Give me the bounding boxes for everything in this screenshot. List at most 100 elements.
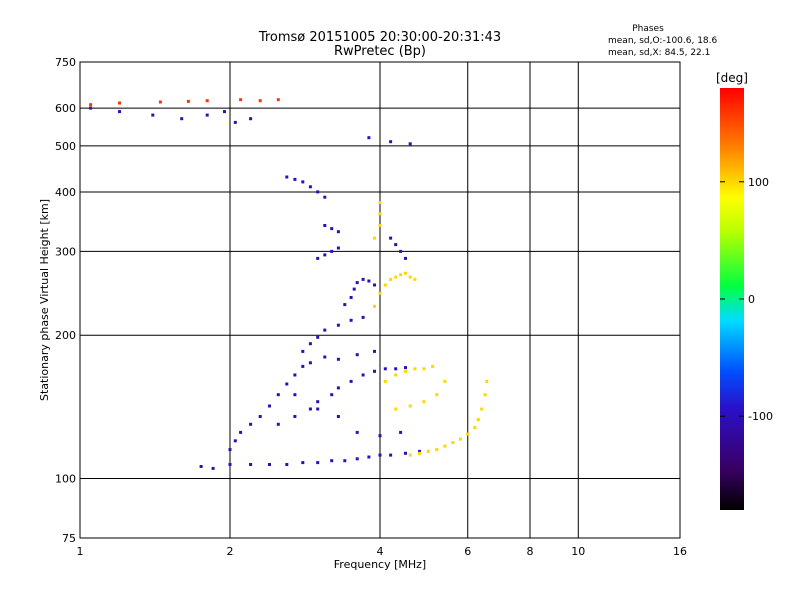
data-point — [373, 236, 376, 240]
data-point — [367, 136, 371, 140]
x-tick-label: 8 — [527, 545, 534, 558]
data-point — [268, 463, 271, 466]
data-point — [151, 113, 155, 117]
data-point — [367, 279, 371, 283]
x-tick-label: 4 — [377, 545, 384, 558]
data-point — [293, 177, 297, 181]
data-point — [394, 373, 398, 377]
chart-title-line2: RwPretec (Bp) — [334, 44, 426, 59]
data-point — [158, 100, 162, 104]
data-point — [389, 236, 393, 240]
y-tick-label: 75 — [62, 532, 76, 545]
data-point — [383, 283, 387, 287]
data-point — [422, 367, 426, 371]
data-point — [378, 201, 382, 205]
colorbar-label: [deg] — [716, 71, 748, 85]
data-point — [323, 355, 327, 359]
data-point — [228, 448, 232, 452]
data-point — [308, 185, 312, 189]
data-point — [378, 453, 382, 457]
data-point — [330, 459, 334, 463]
data-point — [330, 227, 334, 231]
data-point — [352, 287, 356, 291]
data-point — [323, 224, 327, 227]
data-point — [435, 448, 439, 452]
data-point — [361, 373, 365, 377]
data-point — [394, 367, 398, 371]
data-point — [323, 328, 327, 332]
data-point — [205, 99, 209, 103]
data-point — [330, 249, 334, 253]
data-point — [408, 404, 412, 408]
data-point — [223, 110, 226, 114]
data-point — [361, 315, 365, 319]
y-tick-label: 200 — [55, 329, 76, 342]
data-point — [399, 273, 403, 277]
data-point — [276, 393, 280, 397]
data-point — [431, 364, 435, 368]
data-point — [389, 277, 393, 281]
data-point — [293, 415, 297, 418]
y-tick-label: 300 — [55, 245, 76, 258]
data-point — [336, 230, 340, 234]
data-point — [343, 459, 347, 463]
data-point — [186, 99, 190, 103]
data-point — [476, 418, 480, 422]
data-point — [378, 212, 382, 216]
data-point — [293, 393, 297, 397]
data-point — [404, 451, 407, 455]
data-point — [422, 400, 426, 404]
data-point — [373, 283, 376, 287]
data-point — [451, 441, 455, 445]
data-point — [389, 453, 393, 457]
data-point — [308, 407, 312, 411]
data-point — [413, 277, 417, 281]
data-point — [355, 430, 359, 434]
x-tick-label: 2 — [227, 545, 234, 558]
data-point — [408, 275, 412, 279]
data-point — [404, 366, 407, 370]
data-point — [285, 463, 289, 466]
data-point — [276, 98, 280, 102]
colorbar-tick-label: 100 — [748, 176, 769, 189]
data-point — [180, 117, 184, 121]
data-point — [349, 296, 353, 299]
data-point — [361, 277, 365, 281]
data-point — [336, 357, 340, 361]
data-point — [399, 430, 403, 434]
data-point — [485, 379, 489, 383]
data-point — [383, 367, 387, 371]
data-point — [258, 99, 262, 103]
data-point — [239, 430, 243, 434]
y-tick-label: 600 — [55, 102, 76, 115]
data-point — [336, 323, 340, 327]
data-point — [301, 461, 305, 465]
data-point — [301, 364, 305, 368]
phases-title: Phases — [632, 24, 664, 34]
data-point — [435, 393, 439, 397]
data-point — [316, 335, 320, 339]
y-axis-label: Stationary phase Virtual Height [km] — [38, 199, 51, 401]
data-point — [404, 256, 407, 260]
data-point — [233, 120, 237, 124]
data-point — [249, 463, 253, 466]
data-point — [89, 106, 93, 110]
data-point — [355, 353, 359, 357]
data-point — [408, 142, 412, 146]
data-point — [249, 117, 253, 121]
y-tick-label: 100 — [55, 473, 76, 486]
data-point — [276, 422, 280, 426]
data-point — [473, 426, 477, 429]
data-point — [308, 342, 312, 346]
data-point — [323, 253, 327, 257]
x-tick-label: 16 — [673, 545, 687, 558]
chart-title-line1: Tromsø 20151005 20:30:00-20:31:43 — [258, 30, 501, 45]
data-point — [418, 451, 421, 455]
data-point — [383, 379, 387, 383]
data-point — [285, 175, 289, 179]
data-point — [399, 249, 403, 253]
x-tick-label: 6 — [464, 545, 471, 558]
data-point — [249, 422, 253, 426]
data-point — [404, 369, 407, 373]
